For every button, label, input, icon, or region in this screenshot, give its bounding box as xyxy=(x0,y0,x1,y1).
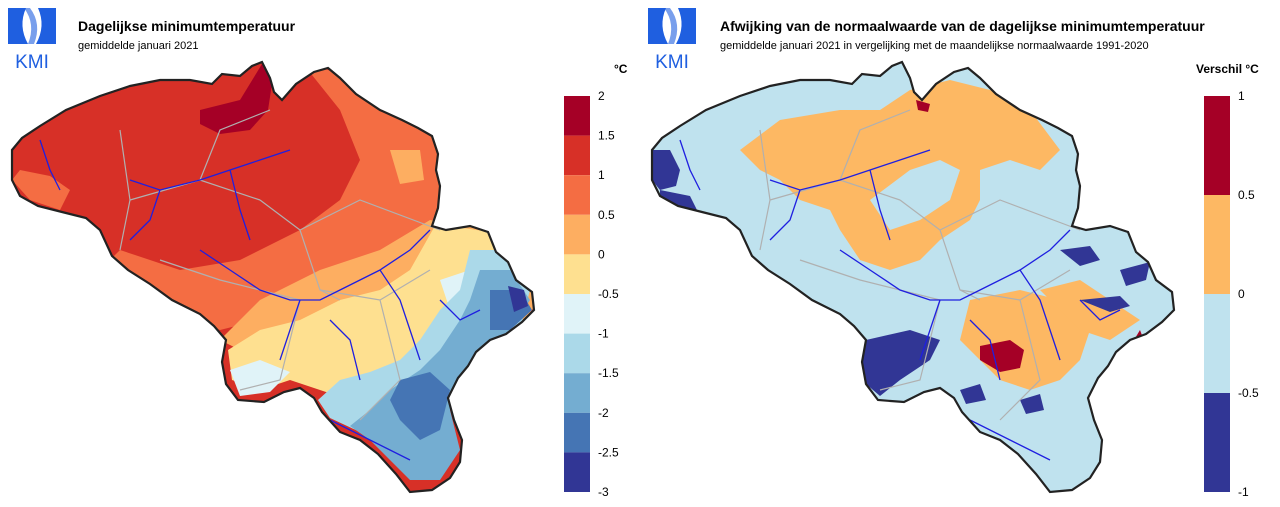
svg-text:KMI: KMI xyxy=(655,52,689,72)
rivers xyxy=(679,139,1121,461)
anomaly-map xyxy=(650,60,1176,494)
left-legend: 2 1.5 1 0.5 0 -0.5 -1 -1.5 -2 -2.5 -3 xyxy=(564,89,619,499)
zone-minus1-to-minus0.5 xyxy=(652,150,680,190)
left-legend-label: 1.5 xyxy=(598,129,615,143)
rivers xyxy=(39,139,481,461)
zone-minus0.5-to-0 xyxy=(652,62,1174,492)
zone-minus0.5-to-0 xyxy=(228,224,520,420)
left-legend-swatch xyxy=(564,96,590,136)
kmi-logo: KMI xyxy=(8,8,56,72)
left-legend-swatch xyxy=(564,373,590,413)
left-legend-label: -1 xyxy=(598,327,609,341)
right-legend-label: 0.5 xyxy=(1238,188,1255,202)
left-legend-label: -1.5 xyxy=(598,366,619,380)
left-legend-label: 0.5 xyxy=(598,208,615,222)
right-legend-label: 1 xyxy=(1238,89,1245,103)
zone-minus2-to-minus1.5 xyxy=(350,270,530,480)
kmi-logo: KMI xyxy=(648,8,696,72)
left-legend-label: -2.5 xyxy=(598,445,619,459)
left-legend-swatch xyxy=(564,412,590,453)
left-legend-label: -2 xyxy=(598,406,609,420)
map-title: Afwijking van de normaalwaarde van de da… xyxy=(720,18,1205,34)
right-legend-label: -0.5 xyxy=(1238,386,1259,400)
map-title: Dagelijkse minimumtemperatuur xyxy=(78,18,296,34)
left-legend-label: 0 xyxy=(598,247,605,261)
left-legend-swatch xyxy=(564,175,590,215)
map-subtitle: gemiddelde januari 2021 xyxy=(78,40,199,52)
legend-unit: °C xyxy=(614,62,628,76)
left-legend-label: -0.5 xyxy=(598,287,619,301)
left-legend-swatch xyxy=(564,214,590,255)
left-legend-swatch xyxy=(564,135,590,176)
zone-minus3-to-minus2.5 xyxy=(508,286,528,312)
right-legend-swatch xyxy=(1204,96,1230,195)
left-legend-swatch xyxy=(564,254,590,294)
legend-unit: Verschil °C xyxy=(1196,62,1259,76)
svg-text:KMI: KMI xyxy=(15,52,49,72)
zone-minus1-to-minus0.5 xyxy=(230,360,290,396)
right-legend-label: -1 xyxy=(1238,485,1249,499)
left-legend-swatch xyxy=(564,333,590,374)
left-legend-label: -3 xyxy=(598,485,609,499)
left-map-panel: KMI Dagelijkse minimumtemperatuur gemidd… xyxy=(8,8,628,499)
zone-0-to-0.5 xyxy=(740,80,1060,270)
right-legend-swatch xyxy=(1204,195,1230,294)
left-legend-label: 2 xyxy=(598,89,605,103)
left-legend-swatch xyxy=(564,452,590,492)
map-subtitle: gemiddelde januari 2021 in vergelijking … xyxy=(720,40,1149,52)
zone-0.5-to-1 xyxy=(916,100,930,112)
left-legend-swatch xyxy=(564,294,590,334)
right-legend-swatch xyxy=(1204,393,1230,492)
right-legend: 1 0.5 0 -0.5 -1 xyxy=(1204,89,1259,499)
right-map-panel: KMI Afwijking van de normaalwaarde van d… xyxy=(640,0,1280,507)
right-legend-swatch xyxy=(1204,294,1230,393)
left-legend-label: 1 xyxy=(598,168,605,182)
right-legend-label: 0 xyxy=(1238,287,1245,301)
temperature-map xyxy=(10,60,536,494)
